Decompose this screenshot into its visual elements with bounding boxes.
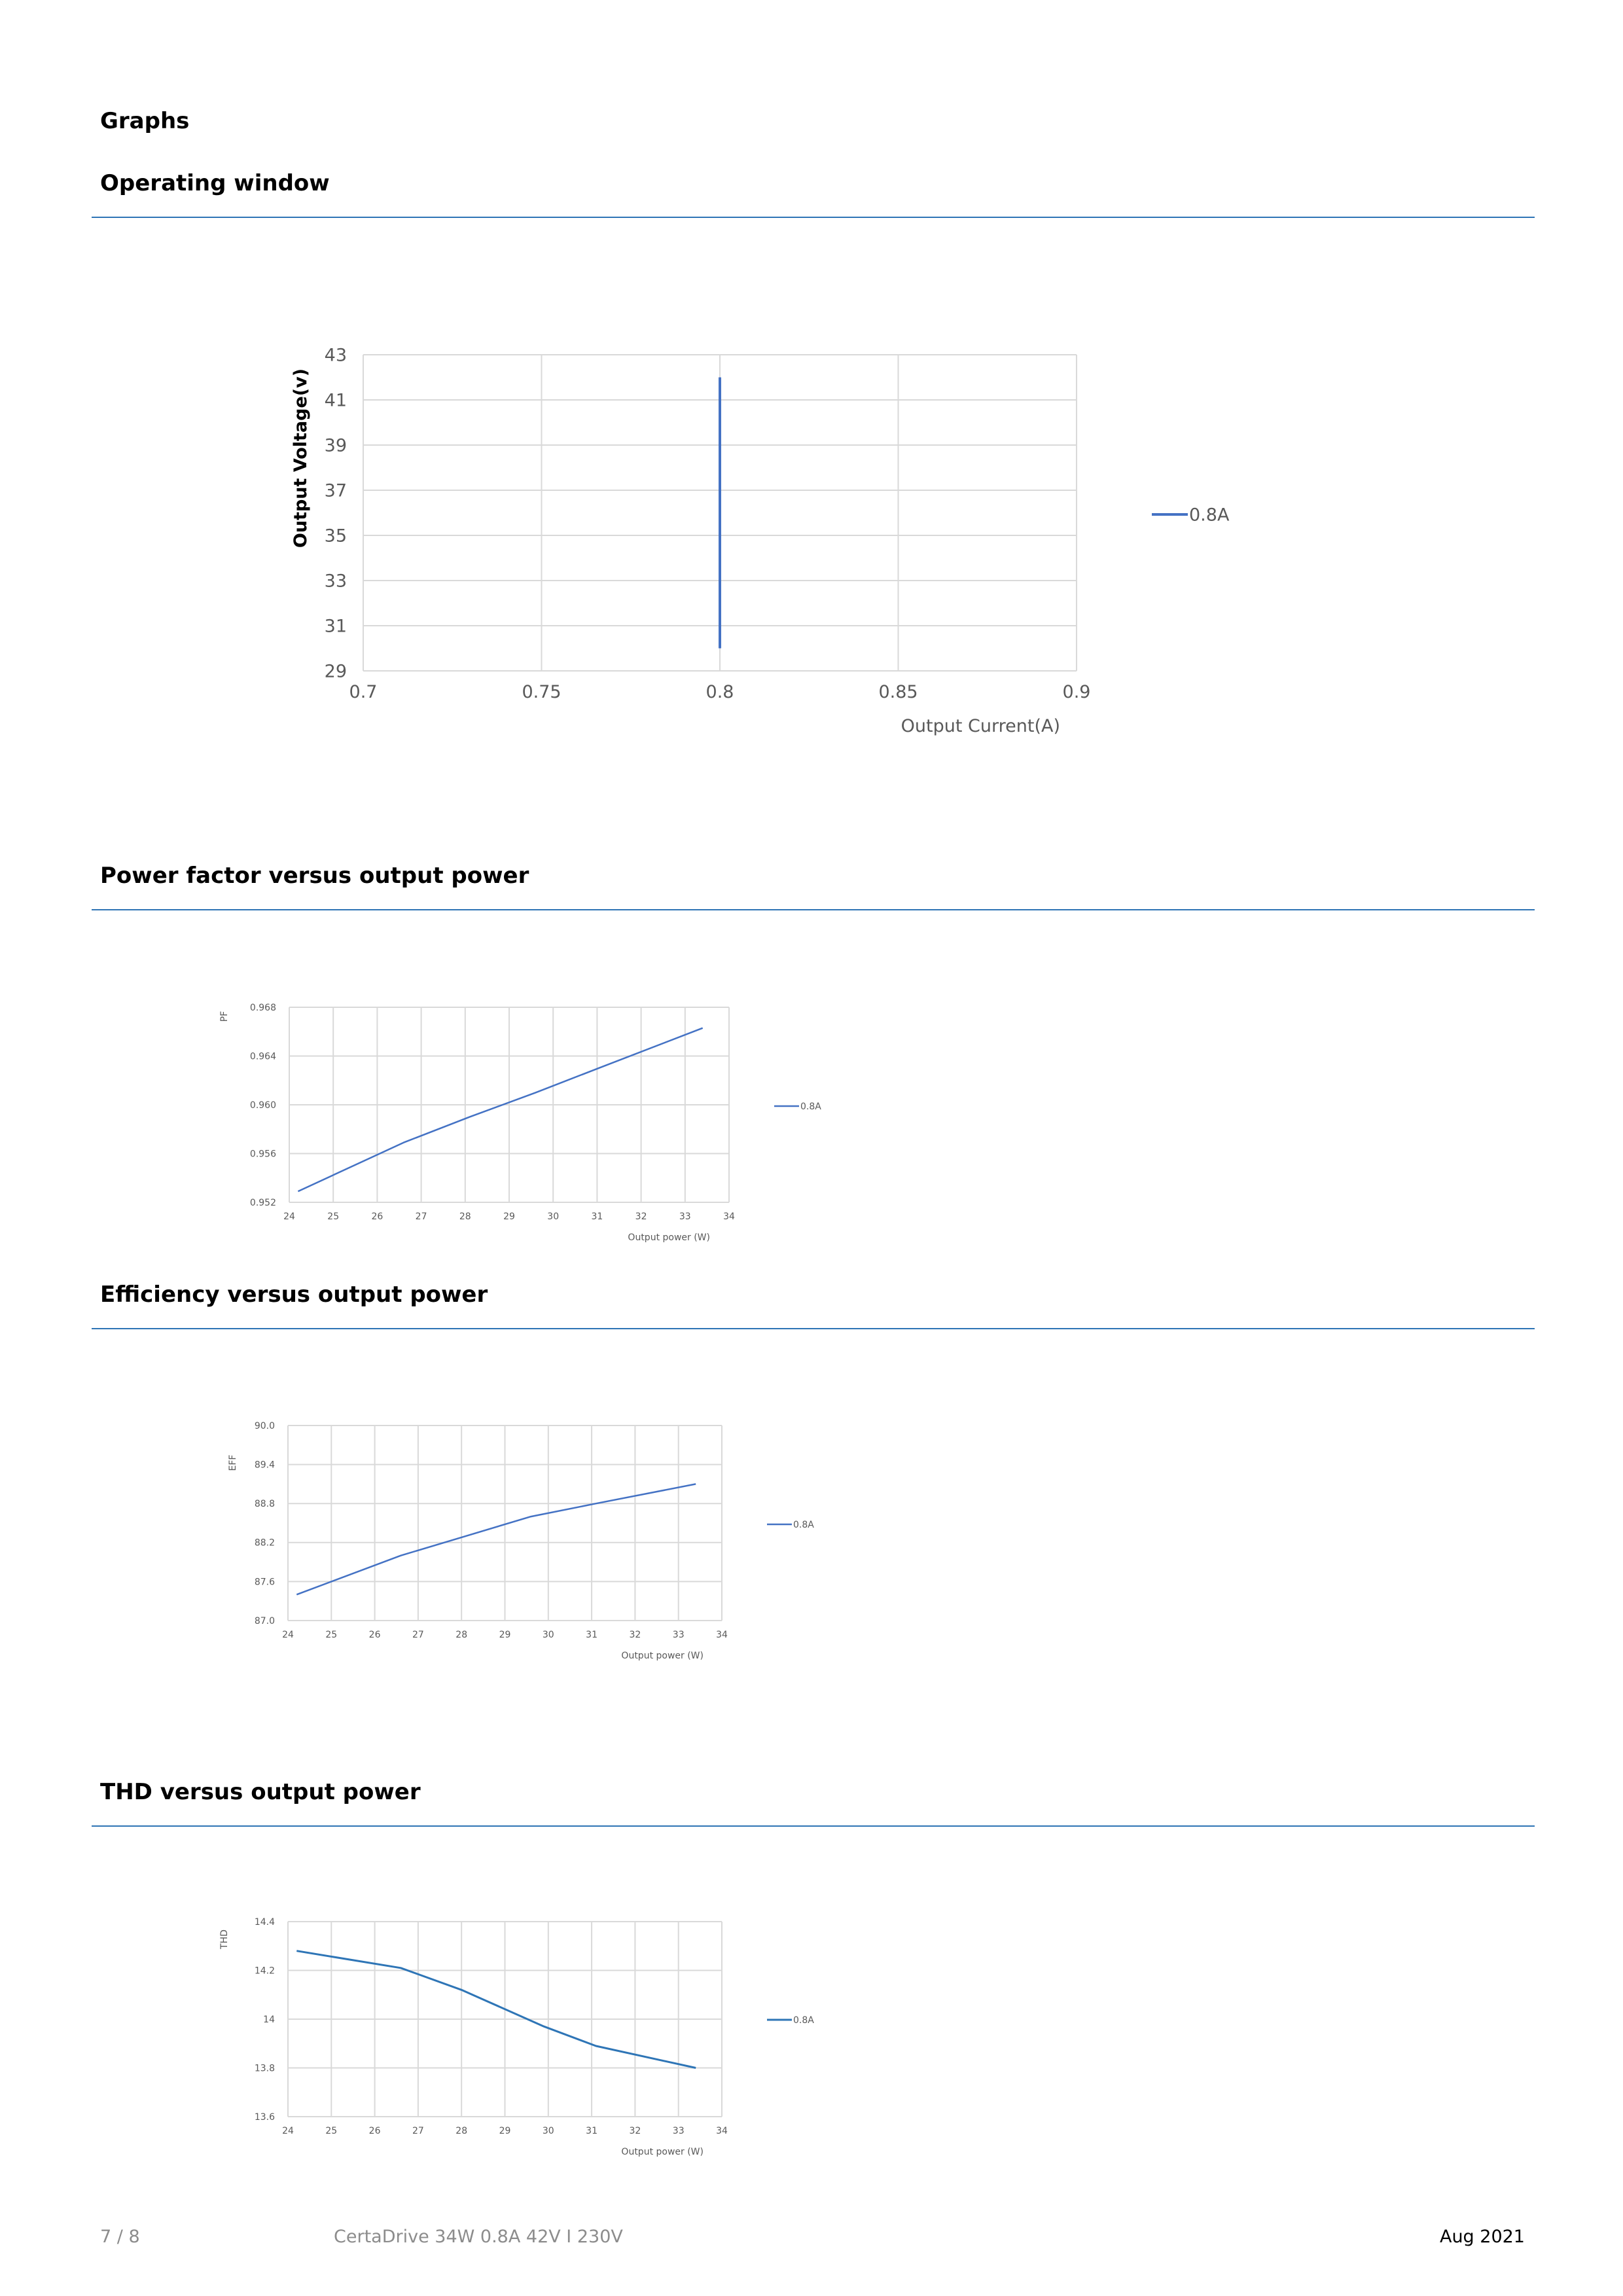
x-tick-label: 29 [503, 1211, 515, 1222]
x-axis-label: Output power (W) [628, 1232, 710, 1243]
x-tick-label: 26 [369, 2126, 381, 2136]
x-tick-label: 32 [629, 1630, 641, 1640]
x-tick-label: 31 [586, 2126, 597, 2136]
x-tick-label: 31 [591, 1211, 603, 1222]
section-title-operating-window: Operating window [100, 170, 330, 196]
x-tick-label: 28 [455, 1630, 467, 1640]
x-tick-label: 26 [369, 1630, 381, 1640]
y-tick-label: 39 [325, 435, 347, 456]
x-tick-label: 24 [282, 2126, 294, 2136]
y-tick-label: 14.4 [255, 1917, 275, 1928]
x-axis-label: Output power (W) [621, 2147, 704, 2157]
x-tick-label: 34 [716, 1630, 728, 1640]
y-tick-label: 43 [325, 345, 347, 365]
section-divider [92, 217, 1535, 218]
x-axis-label: Output Current(A) [901, 716, 1060, 736]
section-divider [92, 1825, 1535, 1827]
x-tick-label: 33 [673, 1630, 685, 1640]
x-tick-label: 30 [543, 2126, 554, 2136]
section-title-thd: THD versus output power [100, 1779, 421, 1805]
x-tick-label: 26 [371, 1211, 383, 1222]
y-tick-label: 87.0 [255, 1616, 275, 1626]
legend-label: 0.8A [800, 1102, 821, 1112]
y-tick-label: 14 [263, 2015, 275, 2025]
y-tick-label: 13.6 [255, 2112, 275, 2123]
series-line [296, 1950, 696, 2069]
x-tick-label: 0.9 [1063, 682, 1091, 702]
x-tick-label: 34 [723, 1211, 735, 1222]
section-title-power-factor: Power factor versus output power [100, 863, 529, 889]
x-tick-label: 0.8 [706, 682, 734, 702]
series-line [296, 1483, 696, 1596]
x-tick-label: 27 [416, 1211, 427, 1222]
y-tick-label: 88.2 [255, 1538, 275, 1549]
x-tick-label: 33 [679, 1211, 691, 1222]
y-tick-label: 87.6 [255, 1577, 275, 1587]
legend-label: 0.8A [793, 1520, 814, 1530]
x-tick-label: 0.7 [349, 682, 378, 702]
section-divider [92, 909, 1535, 910]
x-tick-label: 28 [455, 2126, 467, 2136]
legend-label: 0.8A [1189, 505, 1230, 525]
product-name: CertaDrive 34W 0.8A 42V I 230V [334, 2227, 623, 2247]
y-tick-label: 90.0 [255, 1421, 275, 1431]
x-tick-label: 25 [327, 1211, 339, 1222]
y-tick-label: 29 [325, 661, 347, 681]
x-tick-label: 33 [673, 2126, 685, 2136]
y-tick-label: 0.960 [250, 1100, 276, 1111]
x-tick-label: 24 [282, 1630, 294, 1640]
y-tick-label: 41 [325, 390, 347, 410]
y-tick-label: 31 [325, 616, 347, 636]
y-tick-label: 88.8 [255, 1499, 275, 1509]
x-tick-label: 31 [586, 1630, 597, 1640]
x-tick-label: 27 [412, 1630, 424, 1640]
y-tick-label: 35 [325, 526, 347, 546]
y-tick-label: 0.956 [250, 1149, 276, 1159]
x-tick-label: 27 [412, 2126, 424, 2136]
y-tick-label: 0.968 [250, 1003, 276, 1013]
y-tick-label: 13.8 [255, 2063, 275, 2073]
y-axis-label: PF [219, 1011, 230, 1022]
y-tick-label: 89.4 [255, 1460, 275, 1471]
x-axis-label: Output power (W) [621, 1651, 704, 1661]
legend-label: 0.8A [793, 2015, 814, 2026]
y-axis-label: EFF [228, 1455, 238, 1471]
x-tick-label: 34 [716, 2126, 728, 2136]
y-tick-label: 37 [325, 480, 347, 501]
document-date: Aug 2021 [1439, 2227, 1525, 2247]
x-tick-label: 29 [499, 1630, 511, 1640]
page-number: 7 / 8 [100, 2227, 140, 2247]
x-tick-label: 0.75 [522, 682, 561, 702]
x-tick-label: 30 [543, 1630, 554, 1640]
x-tick-label: 32 [629, 2126, 641, 2136]
x-tick-label: 28 [459, 1211, 471, 1222]
x-tick-label: 25 [325, 1630, 337, 1640]
x-tick-label: 24 [283, 1211, 295, 1222]
x-tick-label: 25 [325, 2126, 337, 2136]
x-tick-label: 0.85 [878, 682, 918, 702]
x-tick-label: 29 [499, 2126, 511, 2136]
x-tick-label: 30 [547, 1211, 559, 1222]
y-tick-label: 0.952 [250, 1198, 276, 1208]
y-tick-label: 0.964 [250, 1051, 276, 1062]
y-tick-label: 33 [325, 571, 347, 591]
series-line [297, 1027, 704, 1193]
x-tick-label: 32 [635, 1211, 647, 1222]
section-divider [92, 1328, 1535, 1329]
section-title-efficiency: Efficiency versus output power [100, 1282, 488, 1308]
page-heading: Graphs [100, 108, 190, 134]
y-axis-label: THD [219, 1929, 230, 1950]
y-axis-label: Output Voltage(v) [291, 368, 311, 548]
y-tick-label: 14.2 [255, 1965, 275, 1976]
